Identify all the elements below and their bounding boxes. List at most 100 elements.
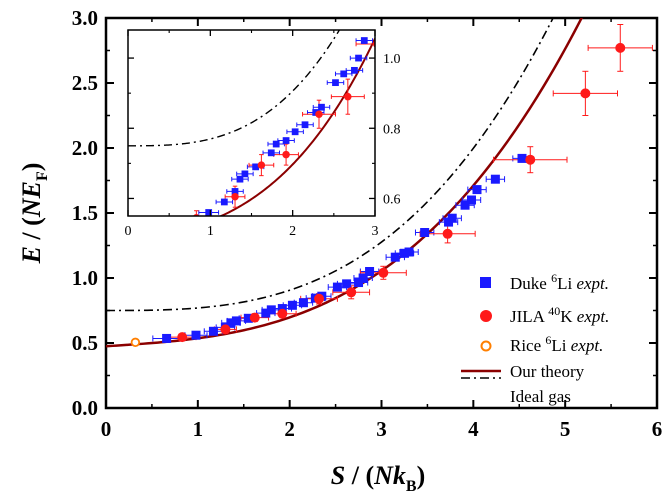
jila-data-point	[193, 214, 200, 216]
duke-data-point	[191, 330, 201, 340]
duke-data-point	[384, 0, 391, 5]
inset-x-tick-label: 1	[207, 224, 214, 239]
main-data-markers	[130, 42, 626, 348]
duke-data-point	[466, 195, 476, 205]
legend-label-rice: Rice 6Li expt.	[510, 333, 603, 355]
jila-data-point	[257, 161, 266, 169]
duke-data-point	[354, 278, 364, 288]
y-tick-label: 2.0	[72, 136, 98, 160]
duke-data-point	[360, 37, 368, 44]
duke-data-point	[162, 333, 172, 343]
duke-data-point	[266, 305, 276, 315]
jila-data-point	[344, 92, 352, 101]
duke-data-point	[291, 128, 299, 136]
jila-data-point	[177, 332, 188, 343]
jila-data-point	[378, 267, 389, 278]
inset-y-tick-label: 0.6	[383, 192, 401, 207]
duke-data-point	[365, 267, 375, 276]
duke-data-point	[220, 198, 228, 206]
jila-data-point	[315, 110, 323, 118]
duke-data-point	[179, 218, 186, 225]
rice-data-point	[130, 337, 141, 348]
duke-data-point	[267, 149, 275, 157]
y-tick-label: 0.5	[72, 331, 98, 355]
duke-data-point	[332, 282, 342, 292]
duke-data-point	[301, 121, 309, 129]
inset-y-tick-label: 1.0	[383, 52, 401, 67]
duke-data-point	[390, 252, 400, 262]
y-axis-title: E / (NEF)	[17, 163, 51, 265]
duke-data-point	[404, 247, 414, 257]
jila-data-point	[580, 88, 591, 99]
duke-data-point	[243, 313, 253, 323]
x-tick-label: 1	[193, 417, 204, 441]
jila-data-point	[525, 154, 536, 165]
legend-marker-jila	[480, 310, 492, 322]
duke-data-point	[472, 185, 482, 195]
x-tick-label: 5	[560, 417, 571, 441]
duke-data-point	[241, 170, 249, 178]
duke-data-point	[231, 316, 241, 326]
legend-label-theory: Our theory	[510, 362, 585, 381]
rice-data-point	[151, 229, 157, 235]
x-axis-title: S / (NkB)	[331, 461, 425, 491]
y-tick-label: 1.0	[72, 266, 98, 290]
duke-data-point	[358, 273, 368, 283]
duke-data-point	[226, 318, 236, 328]
duke-data-point	[252, 163, 259, 171]
duke-data-point	[517, 153, 527, 163]
inset-x-tick-label: 3	[372, 224, 379, 239]
jila-data-point	[346, 287, 357, 298]
x-tick-label: 2	[284, 417, 295, 441]
duke-data-point	[342, 279, 352, 289]
jila-data-point	[220, 324, 231, 335]
duke-data-point	[447, 213, 457, 223]
jila-data-point	[314, 293, 325, 304]
jila-data-point	[442, 228, 453, 239]
jila-data-point	[277, 308, 288, 319]
duke-data-point	[261, 308, 271, 318]
jila-data-point	[249, 312, 260, 323]
y-tick-label: 0.0	[72, 396, 98, 420]
legend-marker-duke	[480, 277, 491, 288]
jila-data-point	[615, 42, 626, 53]
inset-ideal-gas-curve	[128, 30, 341, 147]
y-tick-label: 2.5	[72, 71, 98, 95]
legend: Duke 6Li expt. JILA 40K expt. Rice 6Li e…	[461, 271, 609, 406]
ideal-gas-curve	[106, 18, 554, 312]
x-tick-label: 4	[468, 417, 479, 441]
duke-data-point	[205, 209, 213, 216]
y-tick-label: 1.5	[72, 201, 98, 225]
x-tick-label: 3	[376, 417, 387, 441]
y-tick-label: 3.0	[72, 6, 98, 30]
duke-data-point	[351, 66, 358, 74]
duke-data-point	[399, 248, 409, 258]
x-tick-label: 0	[101, 417, 112, 441]
main-x-ticks: 0 1 2 3 4 5 6	[101, 18, 663, 441]
duke-data-point	[272, 140, 280, 148]
duke-data-point	[490, 174, 500, 184]
duke-data-point	[460, 200, 470, 210]
legend-label-jila: JILA 40K expt.	[510, 304, 609, 326]
inset-y-ticks: 0.6 0.8 1.0	[128, 52, 401, 207]
inset-data-markers	[151, 0, 391, 235]
jila-data-point	[282, 150, 290, 159]
x-tick-label: 6	[652, 417, 663, 441]
jila-data-point	[231, 192, 239, 201]
inset-y-tick-label: 0.8	[383, 122, 401, 137]
duke-data-point	[287, 300, 297, 310]
inset-theory-curve	[218, 38, 375, 216]
duke-data-point	[298, 298, 308, 308]
duke-data-point	[355, 54, 362, 62]
duke-data-point	[277, 304, 287, 314]
inset-x-tick-label: 0	[125, 224, 132, 239]
duke-data-point	[332, 79, 339, 87]
duke-data-point	[318, 103, 325, 111]
main-y-ticks: 0.0 0.5 1.0 1.5 2.0 2.5 3.0	[72, 6, 657, 420]
inset-x-tick-label: 2	[289, 224, 296, 239]
duke-data-point	[208, 326, 218, 336]
legend-label-duke: Duke 6Li expt.	[510, 271, 609, 293]
duke-data-point	[236, 175, 244, 183]
duke-data-point	[282, 137, 290, 144]
